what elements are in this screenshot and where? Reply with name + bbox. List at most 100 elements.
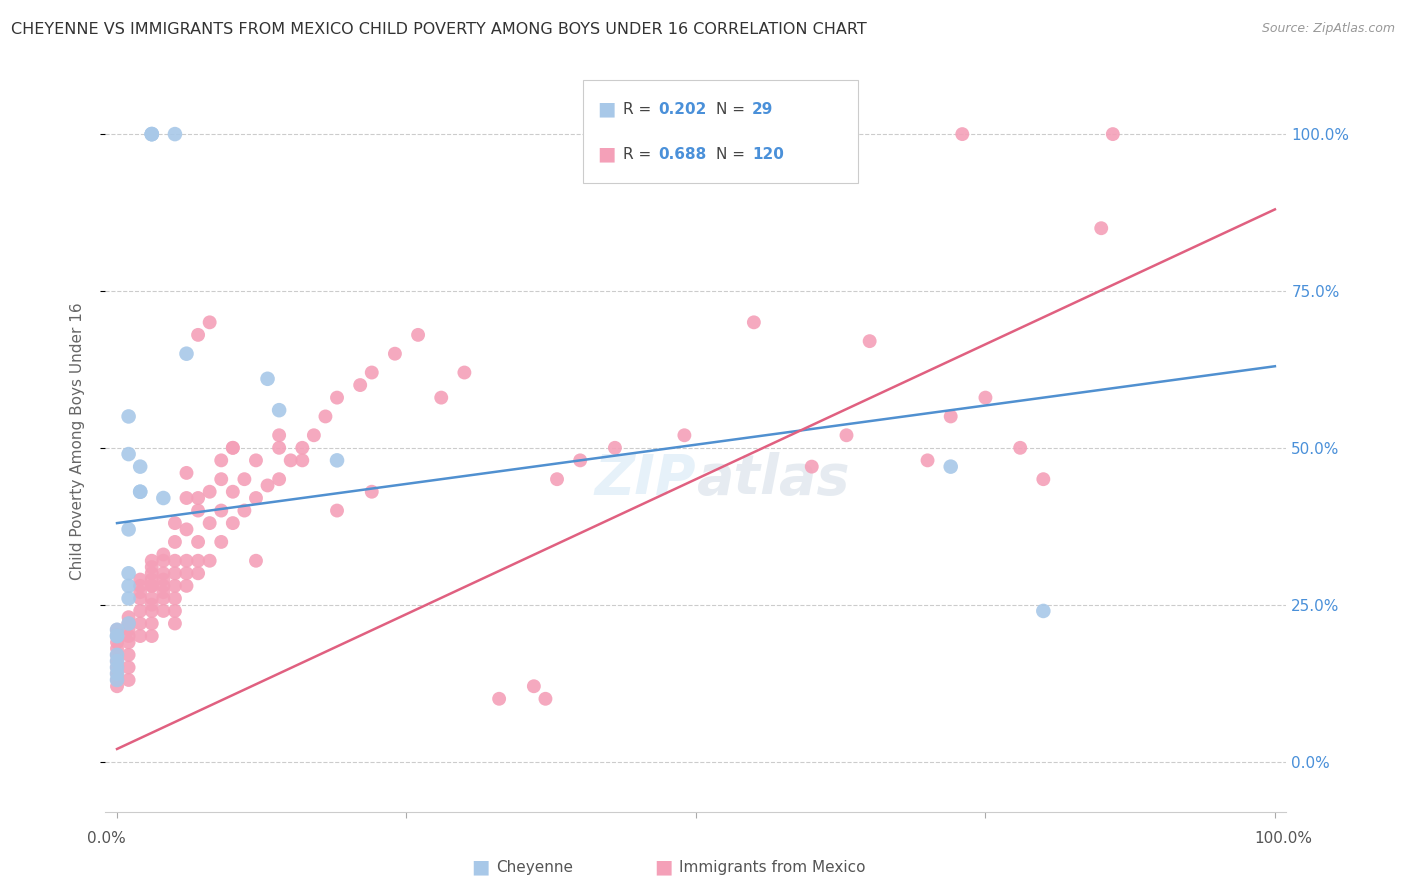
Point <box>453 366 475 380</box>
Point <box>1010 441 1032 455</box>
Point <box>117 591 139 606</box>
Text: atlas: atlas <box>696 452 849 506</box>
Point <box>105 660 128 674</box>
Point <box>105 648 128 662</box>
Point <box>209 453 232 467</box>
Point <box>152 585 174 599</box>
Point <box>105 673 128 687</box>
Point <box>245 554 267 568</box>
Text: Immigrants from Mexico: Immigrants from Mexico <box>679 860 866 874</box>
Point <box>117 610 139 624</box>
Point <box>163 516 186 530</box>
Point <box>141 127 163 141</box>
Y-axis label: Child Poverty Among Boys Under 16: Child Poverty Among Boys Under 16 <box>70 302 84 581</box>
Point <box>546 472 568 486</box>
Point <box>233 472 256 486</box>
Point <box>163 535 186 549</box>
Point <box>105 654 128 668</box>
Point <box>198 484 221 499</box>
Point <box>141 127 163 141</box>
Text: 29: 29 <box>752 102 773 117</box>
Point <box>176 491 198 505</box>
Point <box>141 127 163 141</box>
Point <box>222 441 245 455</box>
Point <box>163 566 186 581</box>
Point <box>256 372 278 386</box>
Point <box>209 472 232 486</box>
Point <box>1032 472 1054 486</box>
Point <box>141 554 163 568</box>
Point <box>176 522 198 536</box>
Point <box>835 428 858 442</box>
Point <box>105 641 128 656</box>
Point <box>187 491 209 505</box>
Point <box>129 573 152 587</box>
Point <box>163 616 186 631</box>
Point <box>117 566 139 581</box>
Text: N =: N = <box>716 146 749 161</box>
Point <box>198 516 221 530</box>
Point <box>360 366 382 380</box>
Point <box>939 459 962 474</box>
Point <box>105 666 128 681</box>
Point <box>152 604 174 618</box>
Point <box>1090 221 1112 235</box>
Point <box>105 673 128 687</box>
Point <box>176 347 198 361</box>
Point <box>152 566 174 581</box>
Point <box>209 503 232 517</box>
Point <box>105 648 128 662</box>
Point <box>152 548 174 562</box>
Text: 120: 120 <box>752 146 785 161</box>
Point <box>488 691 510 706</box>
Point <box>152 554 174 568</box>
Point <box>233 503 256 517</box>
Point <box>326 503 349 517</box>
Point <box>141 629 163 643</box>
Point <box>129 579 152 593</box>
Point <box>117 623 139 637</box>
Point <box>176 466 198 480</box>
Point <box>117 616 139 631</box>
Point <box>245 453 267 467</box>
Point <box>152 579 174 593</box>
Point <box>129 591 152 606</box>
Point <box>141 604 163 618</box>
Point <box>523 679 546 693</box>
Point <box>349 378 371 392</box>
Point <box>917 453 939 467</box>
Point <box>603 441 626 455</box>
Point <box>117 616 139 631</box>
Point <box>291 441 314 455</box>
Point <box>1032 604 1054 618</box>
Point <box>141 560 163 574</box>
Point <box>117 629 139 643</box>
Point <box>141 579 163 593</box>
Text: N =: N = <box>716 102 749 117</box>
Point <box>187 554 209 568</box>
Point <box>187 503 209 517</box>
Point <box>129 585 152 599</box>
Point <box>117 409 139 424</box>
Point <box>326 391 349 405</box>
Text: 100.0%: 100.0% <box>1254 831 1313 846</box>
Point <box>939 409 962 424</box>
Point <box>163 554 186 568</box>
Point <box>141 579 163 593</box>
Text: ■: ■ <box>598 100 616 119</box>
Point <box>198 554 221 568</box>
Point <box>105 654 128 668</box>
Point <box>105 629 128 643</box>
Point <box>222 441 245 455</box>
Point <box>129 616 152 631</box>
Point <box>117 522 139 536</box>
Text: 0.0%: 0.0% <box>87 831 127 846</box>
Text: CHEYENNE VS IMMIGRANTS FROM MEXICO CHILD POVERTY AMONG BOYS UNDER 16 CORRELATION: CHEYENNE VS IMMIGRANTS FROM MEXICO CHILD… <box>11 22 868 37</box>
Point <box>280 453 302 467</box>
Point <box>245 491 267 505</box>
Point <box>105 623 128 637</box>
Point <box>152 491 174 505</box>
Point <box>129 629 152 643</box>
Point <box>117 673 139 687</box>
Point <box>163 591 186 606</box>
